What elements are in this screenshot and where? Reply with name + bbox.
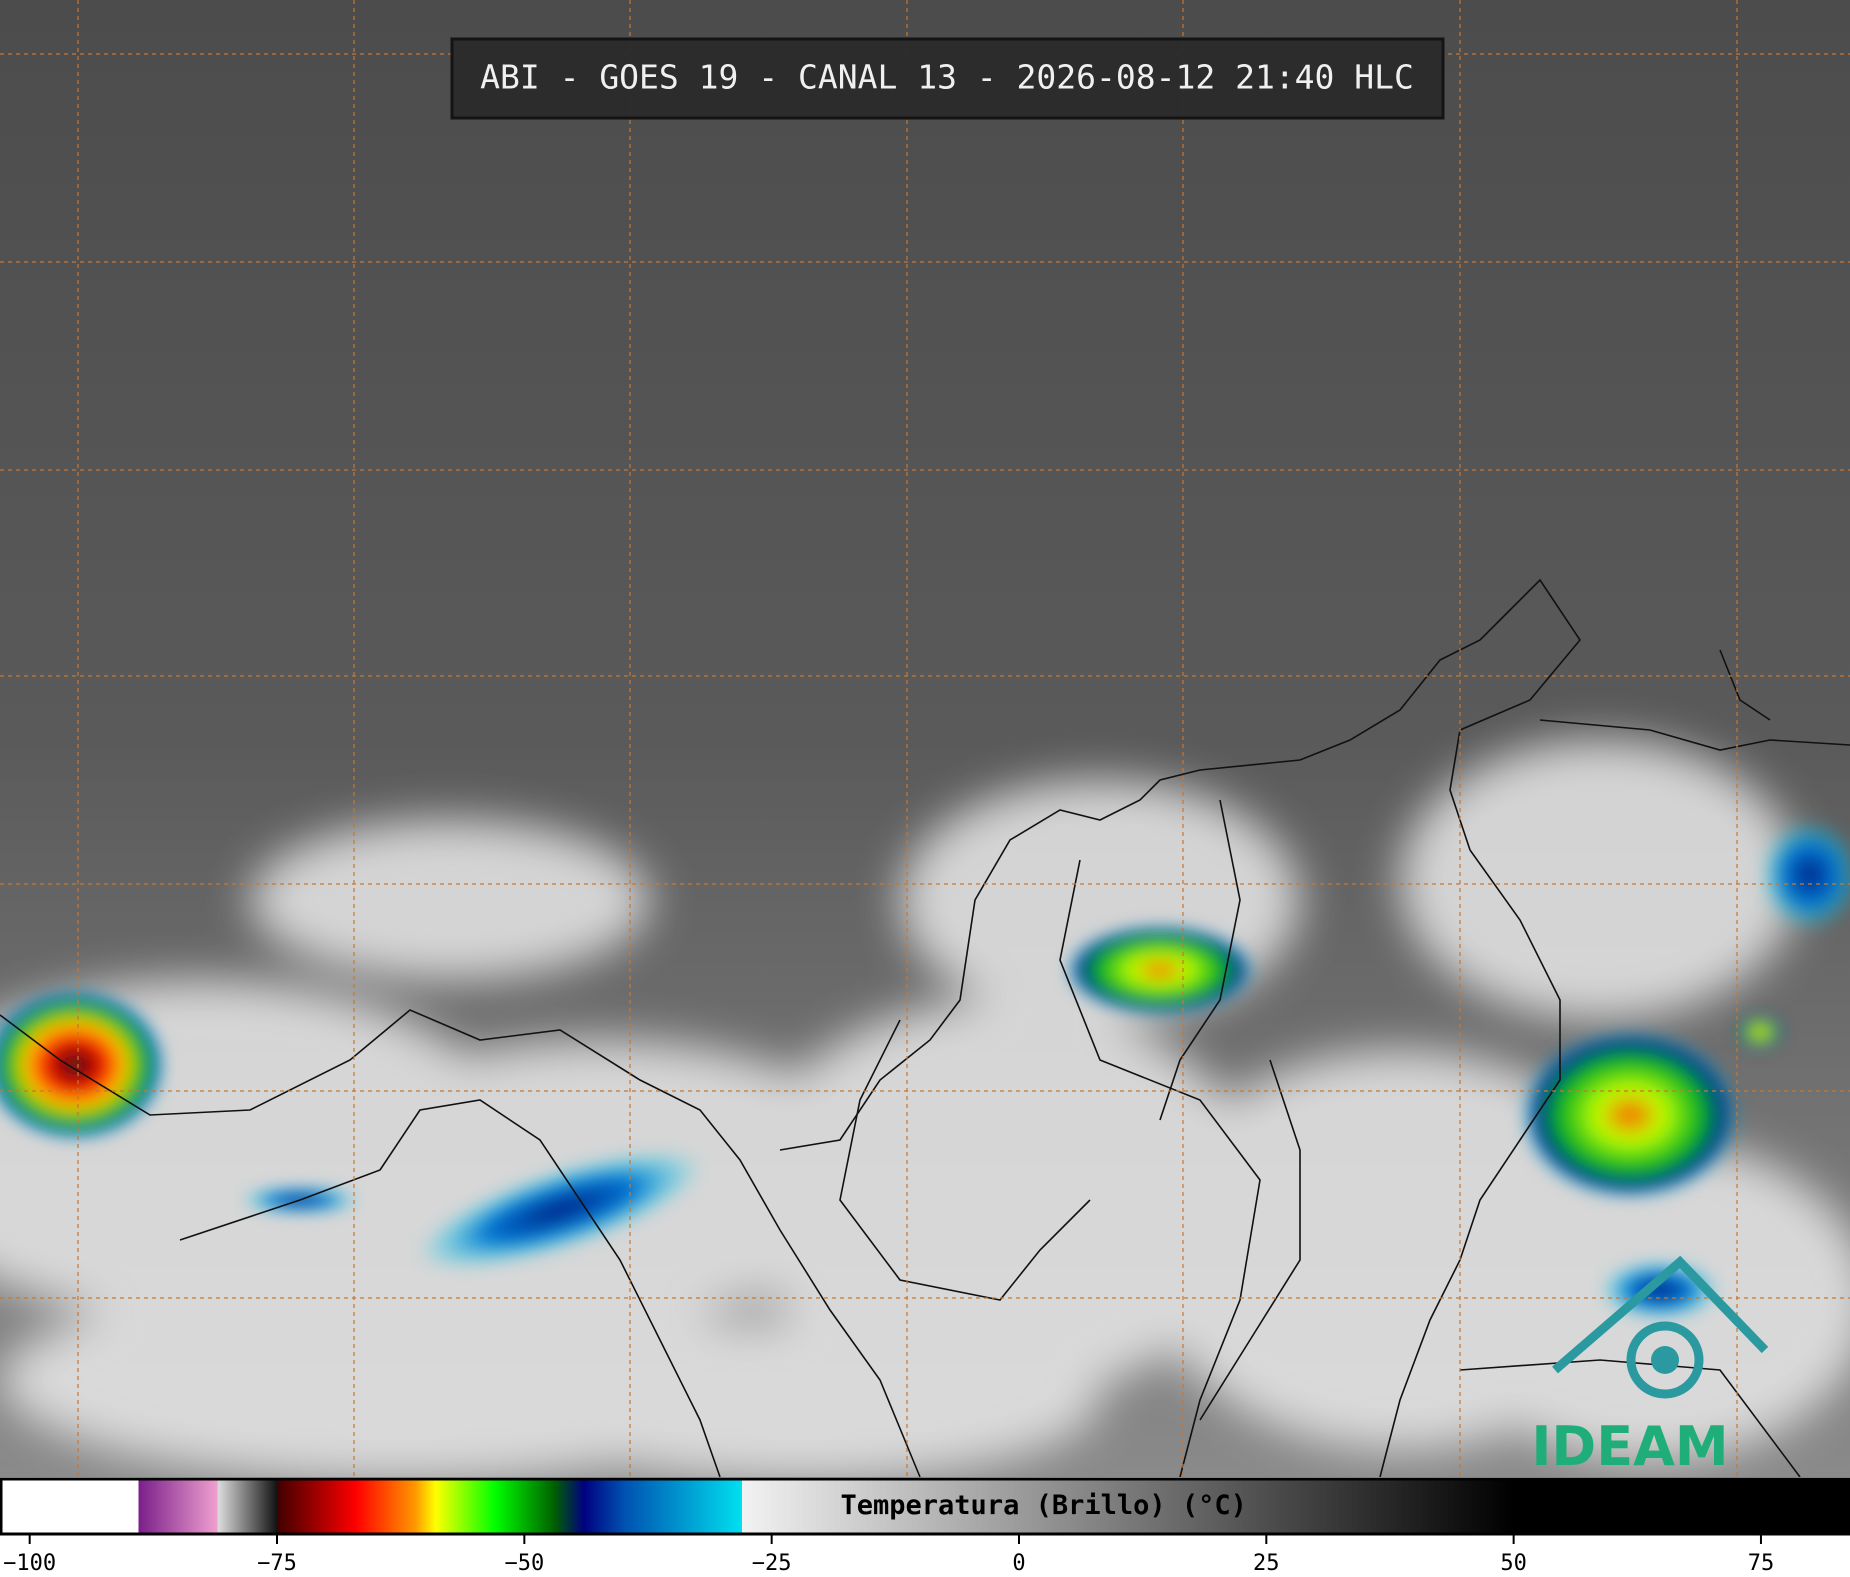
title: ABI - GOES 19 - CANAL 13 - 2026-08-12 21… <box>480 58 1414 97</box>
colorbar-segment <box>277 1479 357 1534</box>
colorbar-tick-label: −25 <box>752 1551 792 1576</box>
colorbar-tick-label: 50 <box>1500 1551 1527 1576</box>
colorbar-segment <box>494 1479 555 1534</box>
colorbar-segment <box>583 1479 624 1534</box>
colorbar-segment <box>138 1479 219 1534</box>
logo: IDEAM <box>1531 1255 1769 1478</box>
colorbar-tick-label: 0 <box>1012 1551 1025 1576</box>
title-box: ABI - GOES 19 - CANAL 13 - 2026-08-12 21… <box>450 37 1445 120</box>
colorbar-segment <box>415 1479 436 1534</box>
colorbar-tick-label: 25 <box>1253 1551 1280 1576</box>
colorbar-segment <box>435 1479 496 1534</box>
colorbar-segment <box>217 1479 278 1534</box>
colorbar-tick-label: −75 <box>257 1551 297 1576</box>
colorbar-segment <box>1513 1479 1850 1534</box>
colorbar-tick-label: −100 <box>3 1551 56 1576</box>
colorbar-segment <box>0 1479 140 1534</box>
colorbar-tick-label: −50 <box>504 1551 544 1576</box>
colorbar-tick-label: 75 <box>1748 1551 1775 1576</box>
colorbar-segment <box>554 1479 585 1534</box>
graticule <box>0 0 1850 1477</box>
colorbar: Temperatura (Brillo) (°C) −100 −75 −50 −25 0 2… <box>0 1477 1850 1577</box>
colorbar-segment <box>356 1479 417 1534</box>
colorbar-label: Temperatura (Brillo) (°C) <box>841 1490 1247 1521</box>
colorbar-segment <box>623 1479 743 1534</box>
colorbar-segment <box>741 1479 1515 1534</box>
satellite-map <box>0 0 1850 1480</box>
colorbar-frame <box>0 1477 1850 1536</box>
logo-text: IDEAM <box>1531 1415 1728 1478</box>
